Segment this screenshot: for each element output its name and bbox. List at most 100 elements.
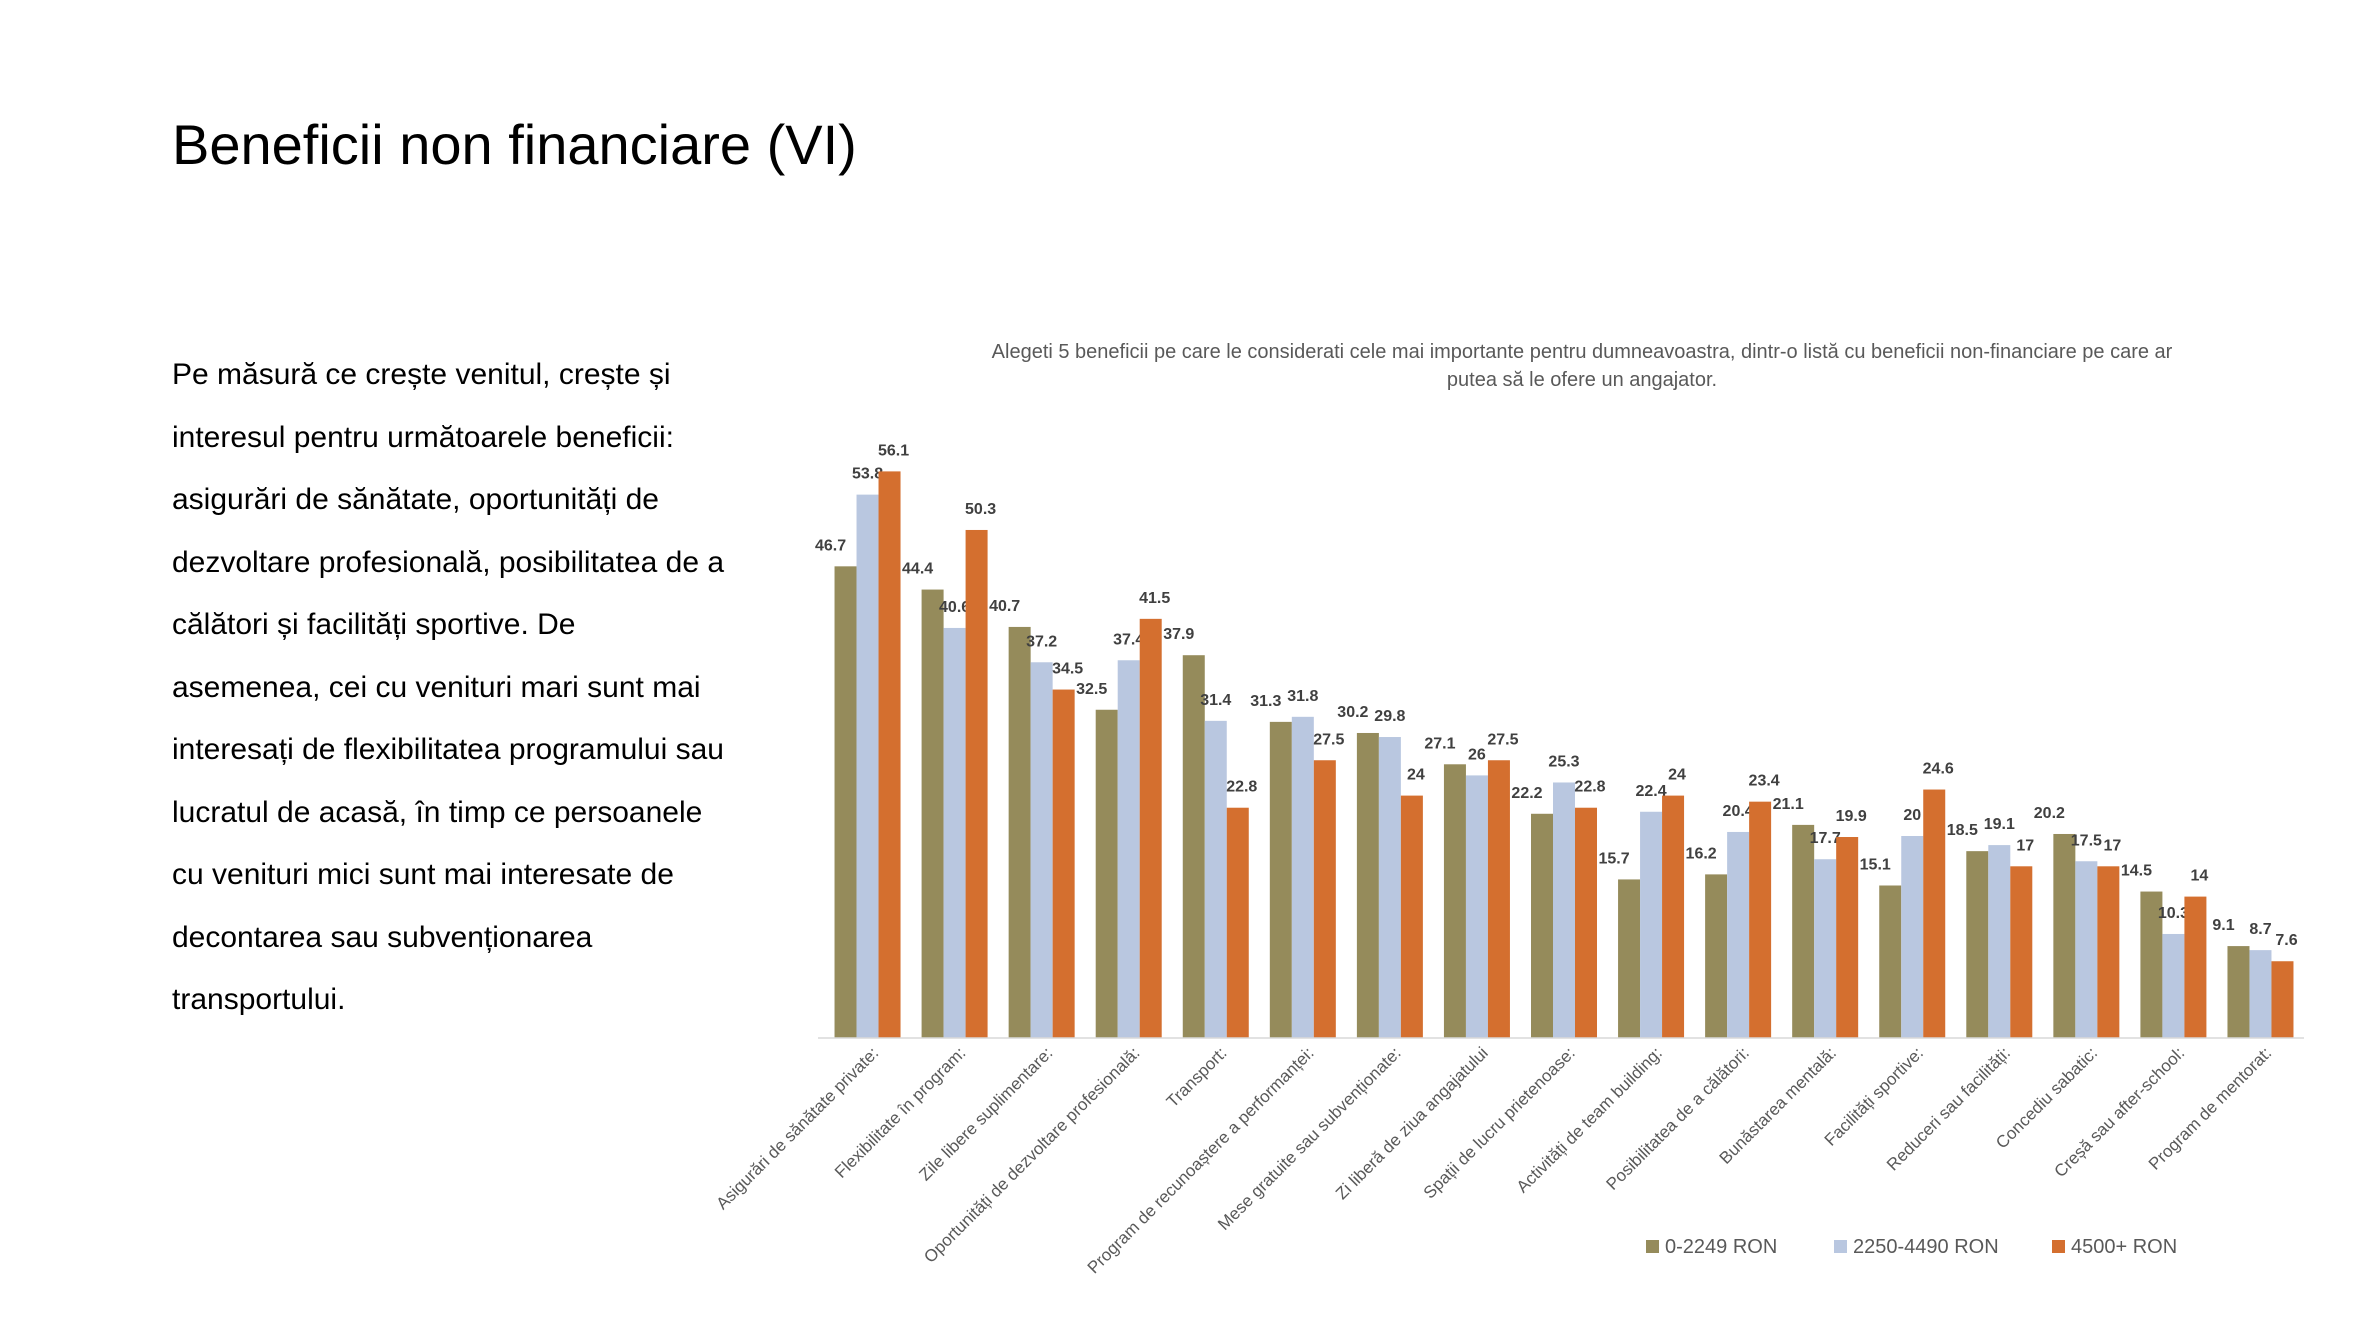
bar (1400, 795, 1423, 1038)
bar (1792, 824, 1815, 1038)
category-label: Asigurări de sănătate private: (713, 1043, 883, 1213)
slide-title: Beneficii non financiare (VI) (172, 113, 857, 176)
bar (2162, 933, 2185, 1038)
data-label: 22.8 (1574, 779, 1605, 796)
data-label: 53.8 (852, 466, 883, 483)
bar (1966, 851, 1989, 1038)
data-label: 15.7 (1598, 850, 1629, 867)
chart-title-line: Alegeti 5 beneficii pe care le considera… (992, 341, 2173, 363)
data-label: 20.4 (1723, 803, 1754, 820)
bar (1008, 626, 1031, 1038)
data-label: 41.5 (1139, 590, 1170, 607)
data-label: 17.5 (2071, 832, 2102, 849)
data-label: 8.7 (2249, 921, 2271, 938)
bar (1487, 760, 1510, 1038)
data-label: 26 (1468, 746, 1486, 763)
bar (2271, 961, 2294, 1038)
legend-label: 0-2249 RON (1665, 1236, 1777, 1258)
bar (2140, 891, 2163, 1038)
bar (1705, 874, 1728, 1038)
bar (965, 529, 988, 1038)
data-label: 15.1 (1860, 856, 1891, 873)
data-label: 37.4 (1113, 631, 1144, 648)
bar (1052, 689, 1075, 1038)
bar (1226, 807, 1249, 1038)
data-label: 40.7 (989, 598, 1020, 615)
data-label: 23.4 (1749, 773, 1780, 790)
bar (1139, 618, 1162, 1038)
data-label: 31.4 (1200, 692, 1231, 709)
bar (1749, 801, 1772, 1038)
data-label: 17.7 (1810, 830, 1841, 847)
bar (1204, 720, 1227, 1038)
bar (1836, 837, 1859, 1038)
bar (856, 494, 879, 1038)
bar (1531, 813, 1553, 1038)
legend-swatch (2052, 1240, 2065, 1253)
bar (1662, 795, 1685, 1038)
data-label: 17 (2016, 837, 2034, 854)
bar (834, 566, 857, 1038)
category-label: Mese gratuite sau subvenționate: (1214, 1043, 1405, 1234)
data-label: 24 (1668, 767, 1686, 784)
data-label: 16.2 (1686, 845, 1717, 862)
bar (2249, 950, 2272, 1038)
data-label: 24.6 (1923, 761, 1954, 778)
bar (1443, 764, 1466, 1038)
bar (1814, 859, 1837, 1038)
bar (1988, 845, 2011, 1038)
data-label: 50.3 (965, 501, 996, 518)
bar (943, 627, 966, 1038)
bar (921, 589, 944, 1038)
bar (1378, 737, 1401, 1038)
legend-label: 2250-4490 RON (1853, 1236, 1999, 1258)
data-label: 34.5 (1052, 661, 1083, 678)
data-label: 25.3 (1548, 753, 1579, 770)
data-label: 22.2 (1511, 785, 1542, 802)
bar (1465, 775, 1488, 1038)
data-label: 19.9 (1836, 808, 1867, 825)
bar (2053, 833, 2076, 1038)
data-label: 17 (2103, 837, 2121, 854)
data-label: 24 (1407, 767, 1425, 784)
data-label: 30.2 (1337, 704, 1368, 721)
legend-swatch (1834, 1240, 1847, 1253)
data-label: 37.2 (1026, 633, 1057, 650)
data-label: 31.3 (1250, 693, 1281, 710)
legend-swatch (1646, 1240, 1659, 1253)
data-label: 18.5 (1947, 822, 1978, 839)
bar (1095, 709, 1118, 1038)
bar (1553, 782, 1575, 1038)
bar (1182, 655, 1205, 1038)
bar (1030, 662, 1053, 1038)
category-label: Activități de team building: (1513, 1043, 1666, 1196)
bar (2184, 896, 2207, 1038)
bar (2075, 861, 2098, 1038)
data-label: 27.5 (1487, 731, 1518, 748)
bar (1901, 836, 1924, 1038)
category-label: Spații de lucru prietenoase: (1420, 1043, 1579, 1202)
data-label: 40.6 (939, 599, 970, 616)
body-text: Pe măsură ce crește venitul, crește și i… (172, 358, 725, 1016)
bar (1117, 660, 1140, 1038)
bar (878, 471, 901, 1038)
bar (1640, 811, 1663, 1038)
bar (1923, 789, 1946, 1038)
data-label: 37.9 (1163, 626, 1194, 643)
data-label: 14.5 (2121, 863, 2152, 880)
data-label: 20 (1903, 807, 1921, 824)
bar (1313, 760, 1336, 1038)
bar (1356, 732, 1379, 1038)
data-label: 10.3 (2158, 905, 2189, 922)
bar (1269, 721, 1292, 1038)
data-label: 29.8 (1374, 708, 1405, 725)
data-label: 20.2 (2034, 805, 2065, 822)
bar (2097, 866, 2120, 1038)
legend-label: 4500+ RON (2071, 1236, 2177, 1258)
category-label: Zi liberă de ziua angajatului (1332, 1043, 1492, 1203)
data-label: 14 (2191, 868, 2209, 885)
bar (2227, 946, 2250, 1038)
data-label: 32.5 (1076, 681, 1107, 698)
chart-svg: Alegeti 5 beneficii pe care le considera… (713, 341, 2304, 1277)
data-label: 44.4 (902, 561, 933, 578)
